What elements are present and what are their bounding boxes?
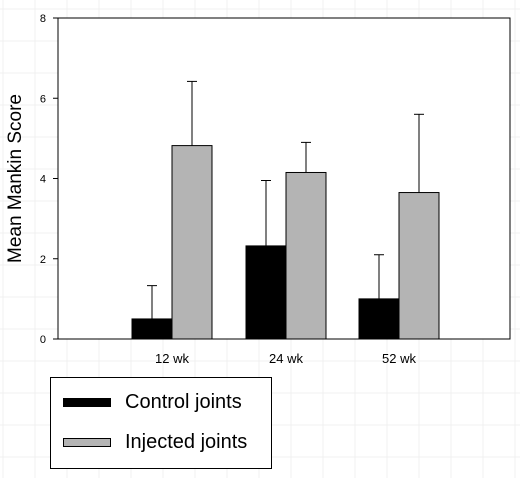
- legend: Control joints Injected joints: [50, 377, 272, 469]
- legend-label-injected: Injected joints: [125, 430, 248, 453]
- y-tick-label: 8: [40, 13, 46, 25]
- legend-label-control: Control joints: [125, 390, 242, 413]
- error-bars: [147, 80, 424, 319]
- legend-swatch-control: [63, 397, 111, 407]
- x-axis: 12 wk 24 wk 52 wk: [155, 351, 416, 366]
- y-tick-label: 6: [40, 93, 46, 105]
- y-axis: 0 2 4 6 8: [40, 13, 58, 346]
- x-tick-label: 24 wk: [269, 351, 303, 366]
- bar-control: [358, 298, 400, 340]
- legend-item-injected: Injected joints: [63, 430, 247, 454]
- legend-item-control: Control joints: [63, 390, 242, 414]
- legend-swatch-injected: [63, 437, 111, 447]
- bar-injected: [171, 145, 213, 340]
- bar-control: [131, 318, 173, 340]
- x-tick-label: 52 wk: [382, 351, 416, 366]
- bars: [131, 145, 440, 340]
- x-tick-label: 12 wk: [155, 351, 189, 366]
- y-axis-label: Mean Mankin Score: [5, 94, 26, 263]
- y-tick-label: 4: [40, 174, 46, 186]
- bar-injected: [285, 171, 327, 340]
- y-tick-label: 2: [40, 254, 46, 266]
- bar-injected: [398, 192, 440, 340]
- bar-control: [245, 245, 287, 340]
- y-tick-label: 0: [40, 334, 46, 346]
